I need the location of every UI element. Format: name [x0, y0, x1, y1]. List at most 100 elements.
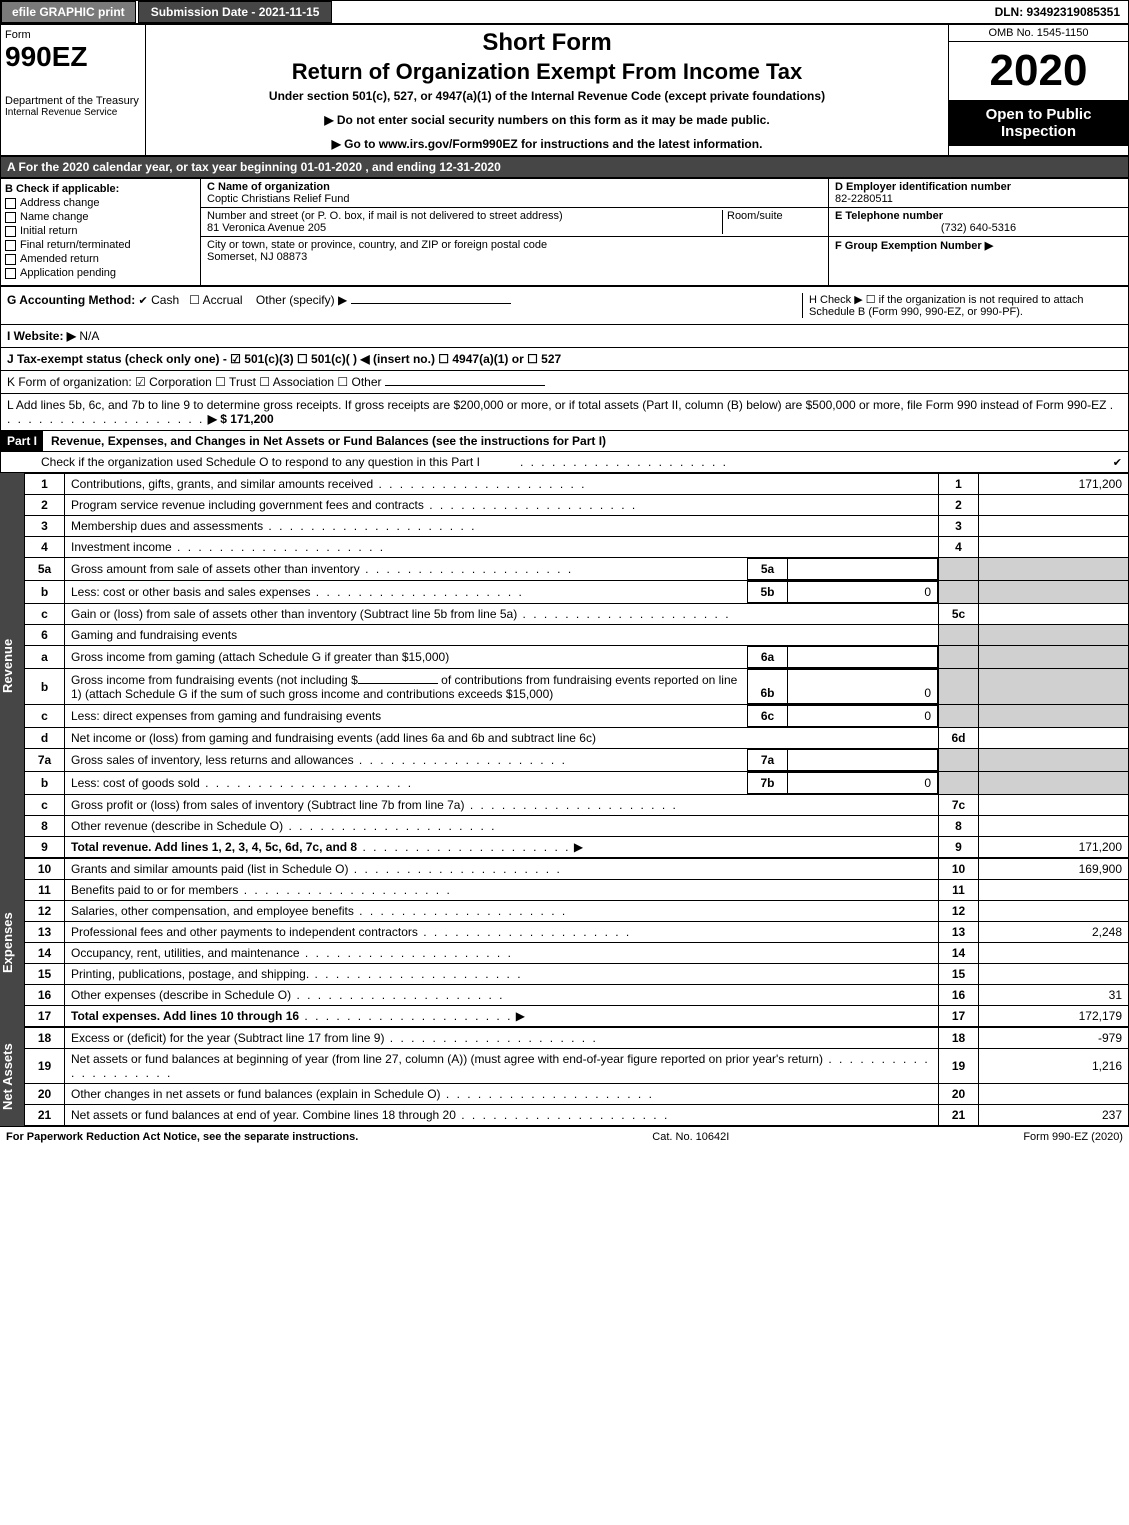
line-7c: cGross profit or (loss) from sales of in… [25, 795, 1129, 816]
tax-exempt-text: J Tax-exempt status (check only one) - ☑… [7, 352, 561, 366]
street-label: Number and street (or P. O. box, if mail… [207, 210, 722, 222]
dln: DLN: 93492319085351 [987, 2, 1128, 22]
section-b-heading: B Check if applicable: [5, 183, 196, 195]
row-g-h: G Accounting Method: Cash ☐ Accrual Othe… [0, 286, 1129, 325]
chk-label: Address change [20, 197, 100, 209]
cash-option[interactable]: Cash [151, 293, 179, 307]
open-to-public: Open to Public Inspection [949, 100, 1128, 146]
subtitle: Under section 501(c), 527, or 4947(a)(1)… [152, 89, 942, 103]
city-value: Somerset, NJ 08873 [207, 251, 822, 263]
form-word: Form [5, 29, 141, 41]
line-15: 15Printing, publications, postage, and s… [25, 964, 1129, 985]
line-6b: bGross income from fundraising events (n… [25, 669, 1129, 705]
short-form-title: Short Form [152, 29, 942, 57]
footer-center: Cat. No. 10642I [652, 1131, 729, 1143]
dept-treasury: Department of the Treasury [5, 95, 141, 107]
ein-label: D Employer identification number [835, 181, 1122, 193]
phone-value: (732) 640-5316 [835, 222, 1122, 234]
other-option[interactable]: Other (specify) ▶ [256, 293, 347, 307]
revenue-side-label: Revenue [0, 473, 24, 858]
line-6c: cLess: direct expenses from gaming and f… [25, 705, 1129, 728]
line-7b: bLess: cost of goods sold7b0 [25, 772, 1129, 795]
check-icon [1113, 455, 1128, 469]
line-4: 4Investment income4 [25, 537, 1129, 558]
form-header: Form 990EZ Department of the Treasury In… [0, 24, 1129, 156]
section-def: D Employer identification number 82-2280… [828, 179, 1128, 285]
section-b: B Check if applicable: Address change Na… [1, 179, 201, 285]
top-bar: efile GRAPHIC print Submission Date - 20… [0, 0, 1129, 24]
line-2: 2Program service revenue including gover… [25, 495, 1129, 516]
instructions-link[interactable]: ▶ Go to www.irs.gov/Form990EZ for instru… [152, 137, 942, 151]
chk-label: Amended return [20, 253, 99, 265]
tax-year: 2020 [949, 42, 1128, 100]
ein-value: 82-2280511 [835, 193, 1122, 205]
part1-label: Part I [1, 431, 43, 451]
line-16: 16Other expenses (describe in Schedule O… [25, 985, 1129, 1006]
part1-check-note: Check if the organization used Schedule … [1, 452, 520, 472]
chk-final-return[interactable]: Final return/terminated [5, 239, 196, 251]
line-19: 19Net assets or fund balances at beginni… [25, 1049, 1129, 1084]
expenses-table: 10Grants and similar amounts paid (list … [24, 858, 1129, 1027]
line-3: 3Membership dues and assessments3 [25, 516, 1129, 537]
chk-address-change[interactable]: Address change [5, 197, 196, 209]
form-of-org-text: K Form of organization: ☑ Corporation ☐ … [7, 375, 382, 389]
city-label: City or town, state or province, country… [207, 239, 822, 251]
identification-block: B Check if applicable: Address change Na… [0, 178, 1129, 286]
line-1: 1Contributions, gifts, grants, and simil… [25, 474, 1129, 495]
row-j: J Tax-exempt status (check only one) - ☑… [0, 348, 1129, 371]
revenue-section: Revenue 1Contributions, gifts, grants, a… [0, 473, 1129, 858]
chk-name-change[interactable]: Name change [5, 211, 196, 223]
header-right: OMB No. 1545-1150 2020 Open to Public In… [948, 25, 1128, 155]
footer-left: For Paperwork Reduction Act Notice, see … [6, 1131, 358, 1143]
footer-right: Form 990-EZ (2020) [1023, 1131, 1123, 1143]
line-14: 14Occupancy, rent, utilities, and mainte… [25, 943, 1129, 964]
irs-label: Internal Revenue Service [5, 107, 141, 118]
header-center: Short Form Return of Organization Exempt… [146, 25, 948, 155]
chk-initial-return[interactable]: Initial return [5, 225, 196, 237]
phone-label: E Telephone number [835, 210, 1122, 222]
line-20: 20Other changes in net assets or fund ba… [25, 1084, 1129, 1105]
chk-label: Application pending [20, 267, 116, 279]
accounting-method-label: G Accounting Method: [7, 293, 135, 307]
line-13: 13Professional fees and other payments t… [25, 922, 1129, 943]
chk-label: Final return/terminated [20, 239, 131, 251]
chk-amended-return[interactable]: Amended return [5, 253, 196, 265]
line-5c: cGain or (loss) from sale of assets othe… [25, 604, 1129, 625]
check-icon [139, 293, 148, 307]
omb-number: OMB No. 1545-1150 [949, 25, 1128, 42]
netassets-table: 18Excess or (deficit) for the year (Subt… [24, 1027, 1129, 1126]
section-c: C Name of organization Coptic Christians… [201, 179, 828, 285]
room-suite-label: Room/suite [722, 210, 822, 234]
website-value: N/A [79, 329, 99, 343]
line-17: 17Total expenses. Add lines 10 through 1… [25, 1006, 1129, 1027]
org-name: Coptic Christians Relief Fund [207, 193, 822, 205]
line-18: 18Excess or (deficit) for the year (Subt… [25, 1028, 1129, 1049]
line-9: 9Total revenue. Add lines 1, 2, 3, 4, 5c… [25, 837, 1129, 858]
line-6d: dNet income or (loss) from gaming and fu… [25, 728, 1129, 749]
line-5b: bLess: cost or other basis and sales exp… [25, 581, 1129, 604]
street-value: 81 Veronica Avenue 205 [207, 222, 722, 234]
line-12: 12Salaries, other compensation, and empl… [25, 901, 1129, 922]
row-k: K Form of organization: ☑ Corporation ☐ … [0, 371, 1129, 394]
expenses-side-label: Expenses [0, 858, 24, 1027]
part1-header-row: Part I Revenue, Expenses, and Changes in… [0, 431, 1129, 452]
line-10: 10Grants and similar amounts paid (list … [25, 859, 1129, 880]
netassets-side-label: Net Assets [0, 1027, 24, 1126]
efile-print-button[interactable]: efile GRAPHIC print [1, 1, 136, 23]
line-21: 21Net assets or fund balances at end of … [25, 1105, 1129, 1126]
row-l: L Add lines 5b, 6c, and 7b to line 9 to … [0, 394, 1129, 431]
page-footer: For Paperwork Reduction Act Notice, see … [0, 1126, 1129, 1147]
revenue-table: 1Contributions, gifts, grants, and simil… [24, 473, 1129, 858]
main-title: Return of Organization Exempt From Incom… [152, 59, 942, 85]
line-7a: 7aGross sales of inventory, less returns… [25, 749, 1129, 772]
netassets-section: Net Assets 18Excess or (deficit) for the… [0, 1027, 1129, 1126]
line-11: 11Benefits paid to or for members11 [25, 880, 1129, 901]
chk-application-pending[interactable]: Application pending [5, 267, 196, 279]
chk-label: Name change [20, 211, 89, 223]
accrual-option[interactable]: Accrual [203, 293, 243, 307]
period-bar: A For the 2020 calendar year, or tax yea… [0, 156, 1129, 178]
header-left: Form 990EZ Department of the Treasury In… [1, 25, 146, 155]
line-l-amount: ▶ $ 171,200 [208, 412, 274, 426]
website-label: I Website: ▶ [7, 329, 76, 343]
expenses-section: Expenses 10Grants and similar amounts pa… [0, 858, 1129, 1027]
